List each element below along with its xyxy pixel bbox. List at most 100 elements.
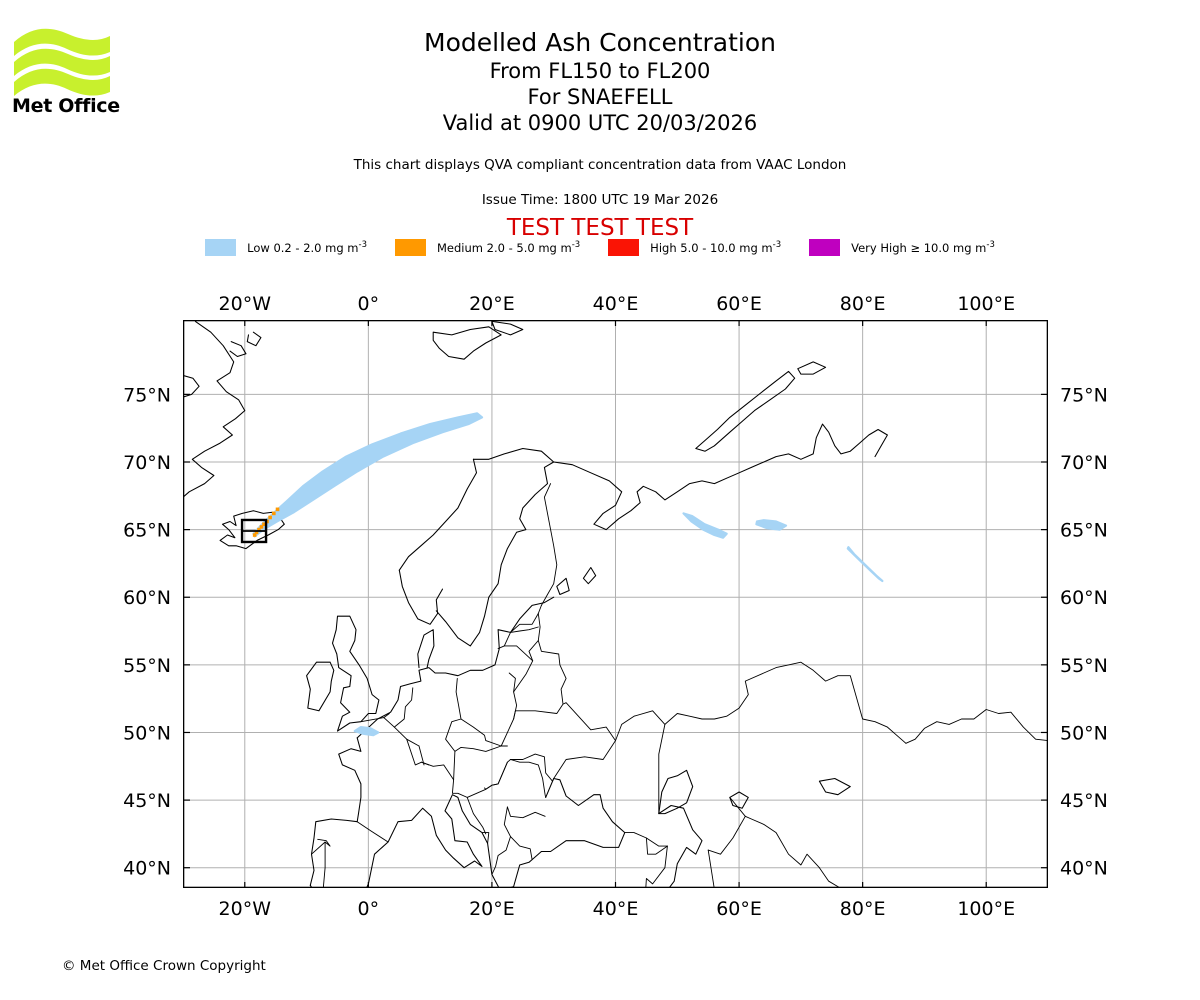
legend-exponent-very-high: -3 xyxy=(986,240,995,251)
coastline-segment xyxy=(556,577,570,596)
concentration-legend: Low 0.2 - 2.0 mg m-3 Medium 2.0 - 5.0 mg … xyxy=(0,239,1200,256)
latitude-tick-right: 65°N xyxy=(1060,520,1108,542)
logo-wordmark: Met Office xyxy=(12,95,120,114)
legend-swatch-high xyxy=(608,239,640,256)
legend-label-low: Low 0.2 - 2.0 mg m-3 xyxy=(247,240,367,255)
valid-time-subtitle: Valid at 0900 UTC 20/03/2026 xyxy=(442,111,758,135)
country-border xyxy=(645,845,668,888)
longitude-tick-top: 100°E xyxy=(957,293,1015,315)
country-border xyxy=(729,796,746,817)
test-banner: TEST TEST TEST xyxy=(506,215,694,241)
coastline-segment xyxy=(435,461,555,647)
ash-pixel-source-axis-dots xyxy=(252,533,257,537)
country-border xyxy=(311,838,331,855)
ash-cloud-patch-siberia-streak xyxy=(846,546,884,583)
coastline-segment xyxy=(398,458,478,571)
country-border xyxy=(905,709,1048,744)
ash-pixel-source-axis-dots xyxy=(268,515,272,520)
longitude-tick-top: 20°W xyxy=(219,293,272,315)
legend-item-low: Low 0.2 - 2.0 mg m-3 xyxy=(205,239,367,256)
legend-swatch-very-high xyxy=(809,239,841,256)
coastline-segment xyxy=(417,629,435,669)
legend-exponent-medium: -3 xyxy=(571,240,581,251)
country-border xyxy=(445,718,502,752)
coastline-segment xyxy=(818,777,851,796)
coastline-segment xyxy=(531,850,542,861)
country-border xyxy=(645,837,668,855)
met-office-logo-graphic: Met Office xyxy=(12,28,120,114)
title-block: Modelled Ash Concentration From FL150 to… xyxy=(0,28,1200,136)
coastline-segment xyxy=(183,320,246,498)
ash-cloud-patch-english-channel xyxy=(353,726,380,737)
legend-item-very-high: Very High ≥ 10.0 mg m-3 xyxy=(809,239,995,256)
legend-label-medium: Medium 2.0 - 5.0 mg m-3 xyxy=(436,240,581,255)
coastline-segment xyxy=(797,361,827,375)
latitude-labels-left: 40°N 45°N 50°N 55°N 60°N 65°N 70°N 75°N xyxy=(123,384,171,879)
latitude-labels-right: 40°N 45°N 50°N 55°N 60°N 65°N 70°N 75°N xyxy=(1060,384,1108,879)
legend-exponent-low: -3 xyxy=(358,240,367,251)
longitude-tick-bottom: 80°E xyxy=(840,898,886,920)
longitude-tick-top: 20°E xyxy=(469,293,515,315)
latitude-tick-left: 45°N xyxy=(123,790,171,812)
country-border xyxy=(503,626,539,647)
country-border xyxy=(491,836,511,875)
coastline-segment xyxy=(356,596,555,739)
ash-pixel-source-axis-dots xyxy=(272,511,276,516)
country-border xyxy=(537,640,567,705)
latitude-tick-right: 50°N xyxy=(1060,722,1108,744)
longitude-tick-top: 80°E xyxy=(840,293,886,315)
country-border xyxy=(383,713,390,719)
latitude-tick-left: 75°N xyxy=(123,384,171,406)
country-border xyxy=(818,867,841,888)
country-border xyxy=(481,832,490,844)
longitude-labels-top: 20°W 0° 20°E 40°E 60°E 80°E 100°E xyxy=(219,293,1016,315)
coastline-segment xyxy=(695,370,796,452)
latitude-tick-right: 70°N xyxy=(1060,452,1108,474)
map-frame xyxy=(183,320,1048,888)
country-border xyxy=(421,761,430,766)
country-border xyxy=(553,702,616,779)
latitude-tick-left: 40°N xyxy=(123,858,171,880)
longitude-tick-bottom: 100°E xyxy=(957,898,1015,920)
country-border xyxy=(497,645,534,662)
country-border xyxy=(356,821,389,843)
latitude-tick-right: 40°N xyxy=(1060,858,1108,880)
longitude-tick-top: 40°E xyxy=(593,293,639,315)
country-border xyxy=(658,723,666,815)
country-border xyxy=(418,745,425,766)
country-border xyxy=(540,483,558,606)
coastline-segment xyxy=(582,566,597,585)
legend-exponent-high: -3 xyxy=(772,240,782,251)
country-border xyxy=(707,815,820,869)
logo-wave-marks xyxy=(14,28,110,96)
country-border xyxy=(513,604,542,693)
coastline-segment xyxy=(658,769,694,815)
latitude-tick-left: 60°N xyxy=(123,587,171,609)
ash-pixel-source-axis-dots xyxy=(262,522,266,527)
graticule xyxy=(183,320,1048,888)
ash-cloud-patch-kara-west xyxy=(682,512,728,539)
coastline-segment xyxy=(365,794,533,888)
country-border xyxy=(510,759,547,798)
longitude-tick-bottom: 0° xyxy=(358,898,380,920)
longitude-tick-bottom: 20°W xyxy=(219,898,272,920)
country-border xyxy=(393,687,414,728)
legend-label-very-high: Very High ≥ 10.0 mg m-3 xyxy=(851,240,995,255)
chart-note: This chart displays QVA compliant concen… xyxy=(353,157,847,173)
latitude-tick-right: 60°N xyxy=(1060,587,1108,609)
legend-item-high: High 5.0 - 10.0 mg m-3 xyxy=(608,239,781,256)
latitude-tick-left: 55°N xyxy=(123,655,171,677)
coastline-segment xyxy=(491,320,524,336)
latitude-tick-right: 45°N xyxy=(1060,790,1108,812)
latitude-tick-right: 75°N xyxy=(1060,384,1108,406)
ash-cloud-main-plume xyxy=(252,412,484,538)
coastline-segment xyxy=(472,447,555,463)
coastline-segment xyxy=(309,737,362,886)
coastline-segment xyxy=(540,777,626,853)
coastline-segment xyxy=(398,569,444,625)
page-title: Modelled Ash Concentration xyxy=(424,28,776,57)
legend-swatch-low xyxy=(205,239,237,256)
country-border xyxy=(506,806,546,819)
coastline-segment xyxy=(246,331,262,347)
coastlines xyxy=(183,320,1048,888)
